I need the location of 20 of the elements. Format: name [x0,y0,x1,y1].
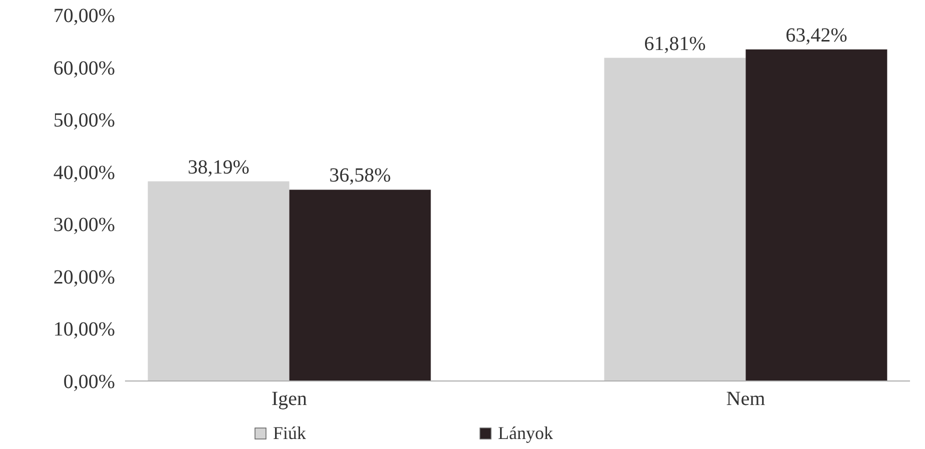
y-tick-label: 30,00% [53,214,115,236]
y-tick-label: 70,00% [53,5,115,27]
bar [289,190,431,381]
y-tick-label: 10,00% [53,318,115,341]
y-tick-label: 20,00% [53,266,115,288]
legend-label: Lányok [498,423,553,443]
x-tick-label: Nem [726,388,766,410]
legend-label: Fiúk [273,423,306,443]
bar [604,58,746,381]
data-label: 36,58% [329,164,391,187]
bar [148,181,290,381]
y-tick-label: 40,00% [53,162,115,184]
y-tick-label: 60,00% [53,57,115,80]
data-label: 38,19% [188,156,250,178]
y-tick-label: 50,00% [53,110,115,132]
bar [746,49,888,381]
data-label: 61,81% [644,32,706,55]
y-tick-label: 0,00% [63,371,115,393]
data-label: 63,42% [786,24,848,46]
x-tick-label: Igen [272,388,308,410]
